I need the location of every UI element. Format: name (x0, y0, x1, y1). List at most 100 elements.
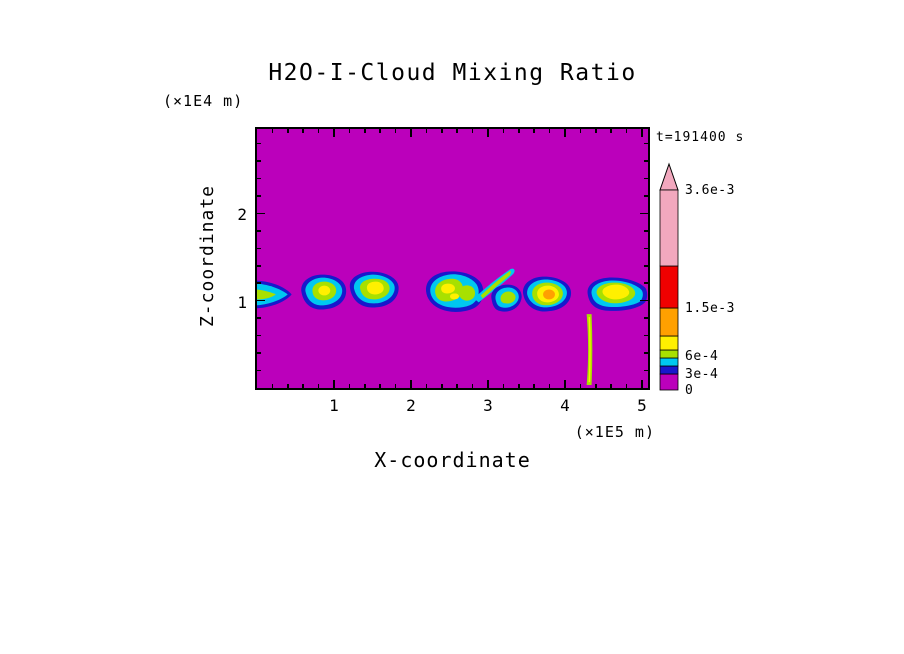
axis-tick (379, 129, 381, 133)
axis-tick (644, 352, 648, 354)
axis-tick (441, 384, 443, 388)
colorbar-label: 0 (685, 383, 694, 398)
cloud-blob (450, 293, 459, 300)
chart-title: H2O-I-Cloud Mixing Ratio (268, 60, 637, 86)
axis-tick (333, 129, 335, 137)
colorbar-segment (659, 189, 679, 267)
z-axis-label: Z-coordinate (197, 184, 218, 328)
axis-tick (410, 380, 412, 388)
axis-tick (257, 230, 261, 232)
axis-tick (502, 129, 505, 133)
axis-tick (257, 265, 261, 267)
cloud-blob (318, 285, 331, 296)
axis-tick (257, 142, 261, 145)
axis-tick (348, 384, 351, 388)
axis-tick (257, 334, 261, 337)
axis-tick (644, 195, 648, 197)
axis-tick (257, 212, 265, 215)
axis-tick (394, 129, 397, 133)
axis-tick (595, 384, 597, 388)
axis-tick (394, 384, 397, 388)
cloud-blob (441, 283, 455, 294)
axis-tick (317, 384, 320, 388)
axis-tick (625, 129, 628, 133)
axis-tick (610, 384, 612, 388)
axis-tick (518, 129, 520, 133)
axis-tick (502, 384, 505, 388)
axis-tick (410, 129, 412, 137)
axis-tick (317, 129, 320, 133)
axis-tick (425, 129, 428, 133)
axis-tick (579, 384, 582, 388)
axis-tick (533, 129, 535, 133)
x-tick-labels: 1 2 3 4 5 (255, 396, 650, 416)
cloud-blob (257, 289, 276, 300)
axis-tick (641, 380, 643, 388)
axis-tick (287, 384, 289, 388)
axis-tick (257, 299, 265, 302)
axis-tick (425, 384, 428, 388)
axis-tick (302, 384, 304, 388)
axis-tick (595, 129, 597, 133)
axis-tick (644, 247, 648, 250)
colorbar-arrow-cap (659, 162, 679, 191)
cloud-blob (588, 317, 591, 383)
axis-tick (564, 129, 566, 137)
colorbar-label: 1.5e-3 (685, 301, 735, 316)
axis-tick (257, 160, 261, 162)
z-axis-unit-label: (×1E4 m) (163, 92, 244, 110)
colorbar-segment (659, 265, 679, 309)
axis-tick (348, 129, 351, 133)
colorbar-segment (659, 373, 679, 391)
axis-tick (644, 265, 648, 267)
axis-tick (487, 380, 489, 388)
cloud-blob (366, 281, 384, 295)
x-axis-unit-label: (×1E5 m) (574, 423, 655, 441)
z-tick-label: 1 (237, 292, 247, 312)
axis-tick (644, 177, 648, 180)
cloud-blob (458, 285, 476, 301)
axis-tick (625, 384, 628, 388)
axis-tick (640, 212, 648, 215)
axis-tick (364, 384, 366, 388)
colorbar-segment (659, 357, 679, 367)
axis-tick (644, 282, 648, 284)
colorbar-label: 3.6e-3 (685, 183, 735, 198)
axis-tick (333, 380, 335, 388)
cloud-blob (480, 270, 511, 299)
axis-tick (644, 369, 648, 372)
axis-tick (257, 177, 261, 180)
axis-tick (533, 384, 535, 388)
axis-tick (257, 195, 261, 197)
axis-tick (579, 129, 582, 133)
axis-tick (257, 352, 261, 354)
cloud-blob (500, 291, 516, 304)
colorbar-segment (659, 365, 679, 375)
x-tick-label: 5 (637, 396, 647, 415)
axis-tick (518, 384, 520, 388)
axis-tick (257, 282, 261, 284)
axis-tick (564, 380, 566, 388)
axis-tick (644, 334, 648, 337)
axis-tick (641, 129, 643, 137)
cloud-blob (543, 289, 555, 300)
axis-tick (271, 384, 274, 388)
cloud-contour-field (257, 268, 648, 386)
axis-tick (257, 247, 261, 250)
colorbar-segment (659, 335, 679, 351)
axis-tick (487, 129, 489, 137)
x-axis-label: X-coordinate (374, 448, 531, 472)
axis-tick (471, 384, 474, 388)
cloud-blob (602, 284, 630, 300)
axis-tick (610, 129, 612, 133)
axis-tick (548, 384, 551, 388)
axis-tick (548, 129, 551, 133)
axis-tick (471, 129, 474, 133)
colorbar-label: 3e-4 (685, 367, 719, 382)
colorbar-segment (659, 307, 679, 337)
axis-tick (257, 369, 261, 372)
axis-tick (644, 160, 648, 162)
axis-tick (640, 299, 648, 302)
